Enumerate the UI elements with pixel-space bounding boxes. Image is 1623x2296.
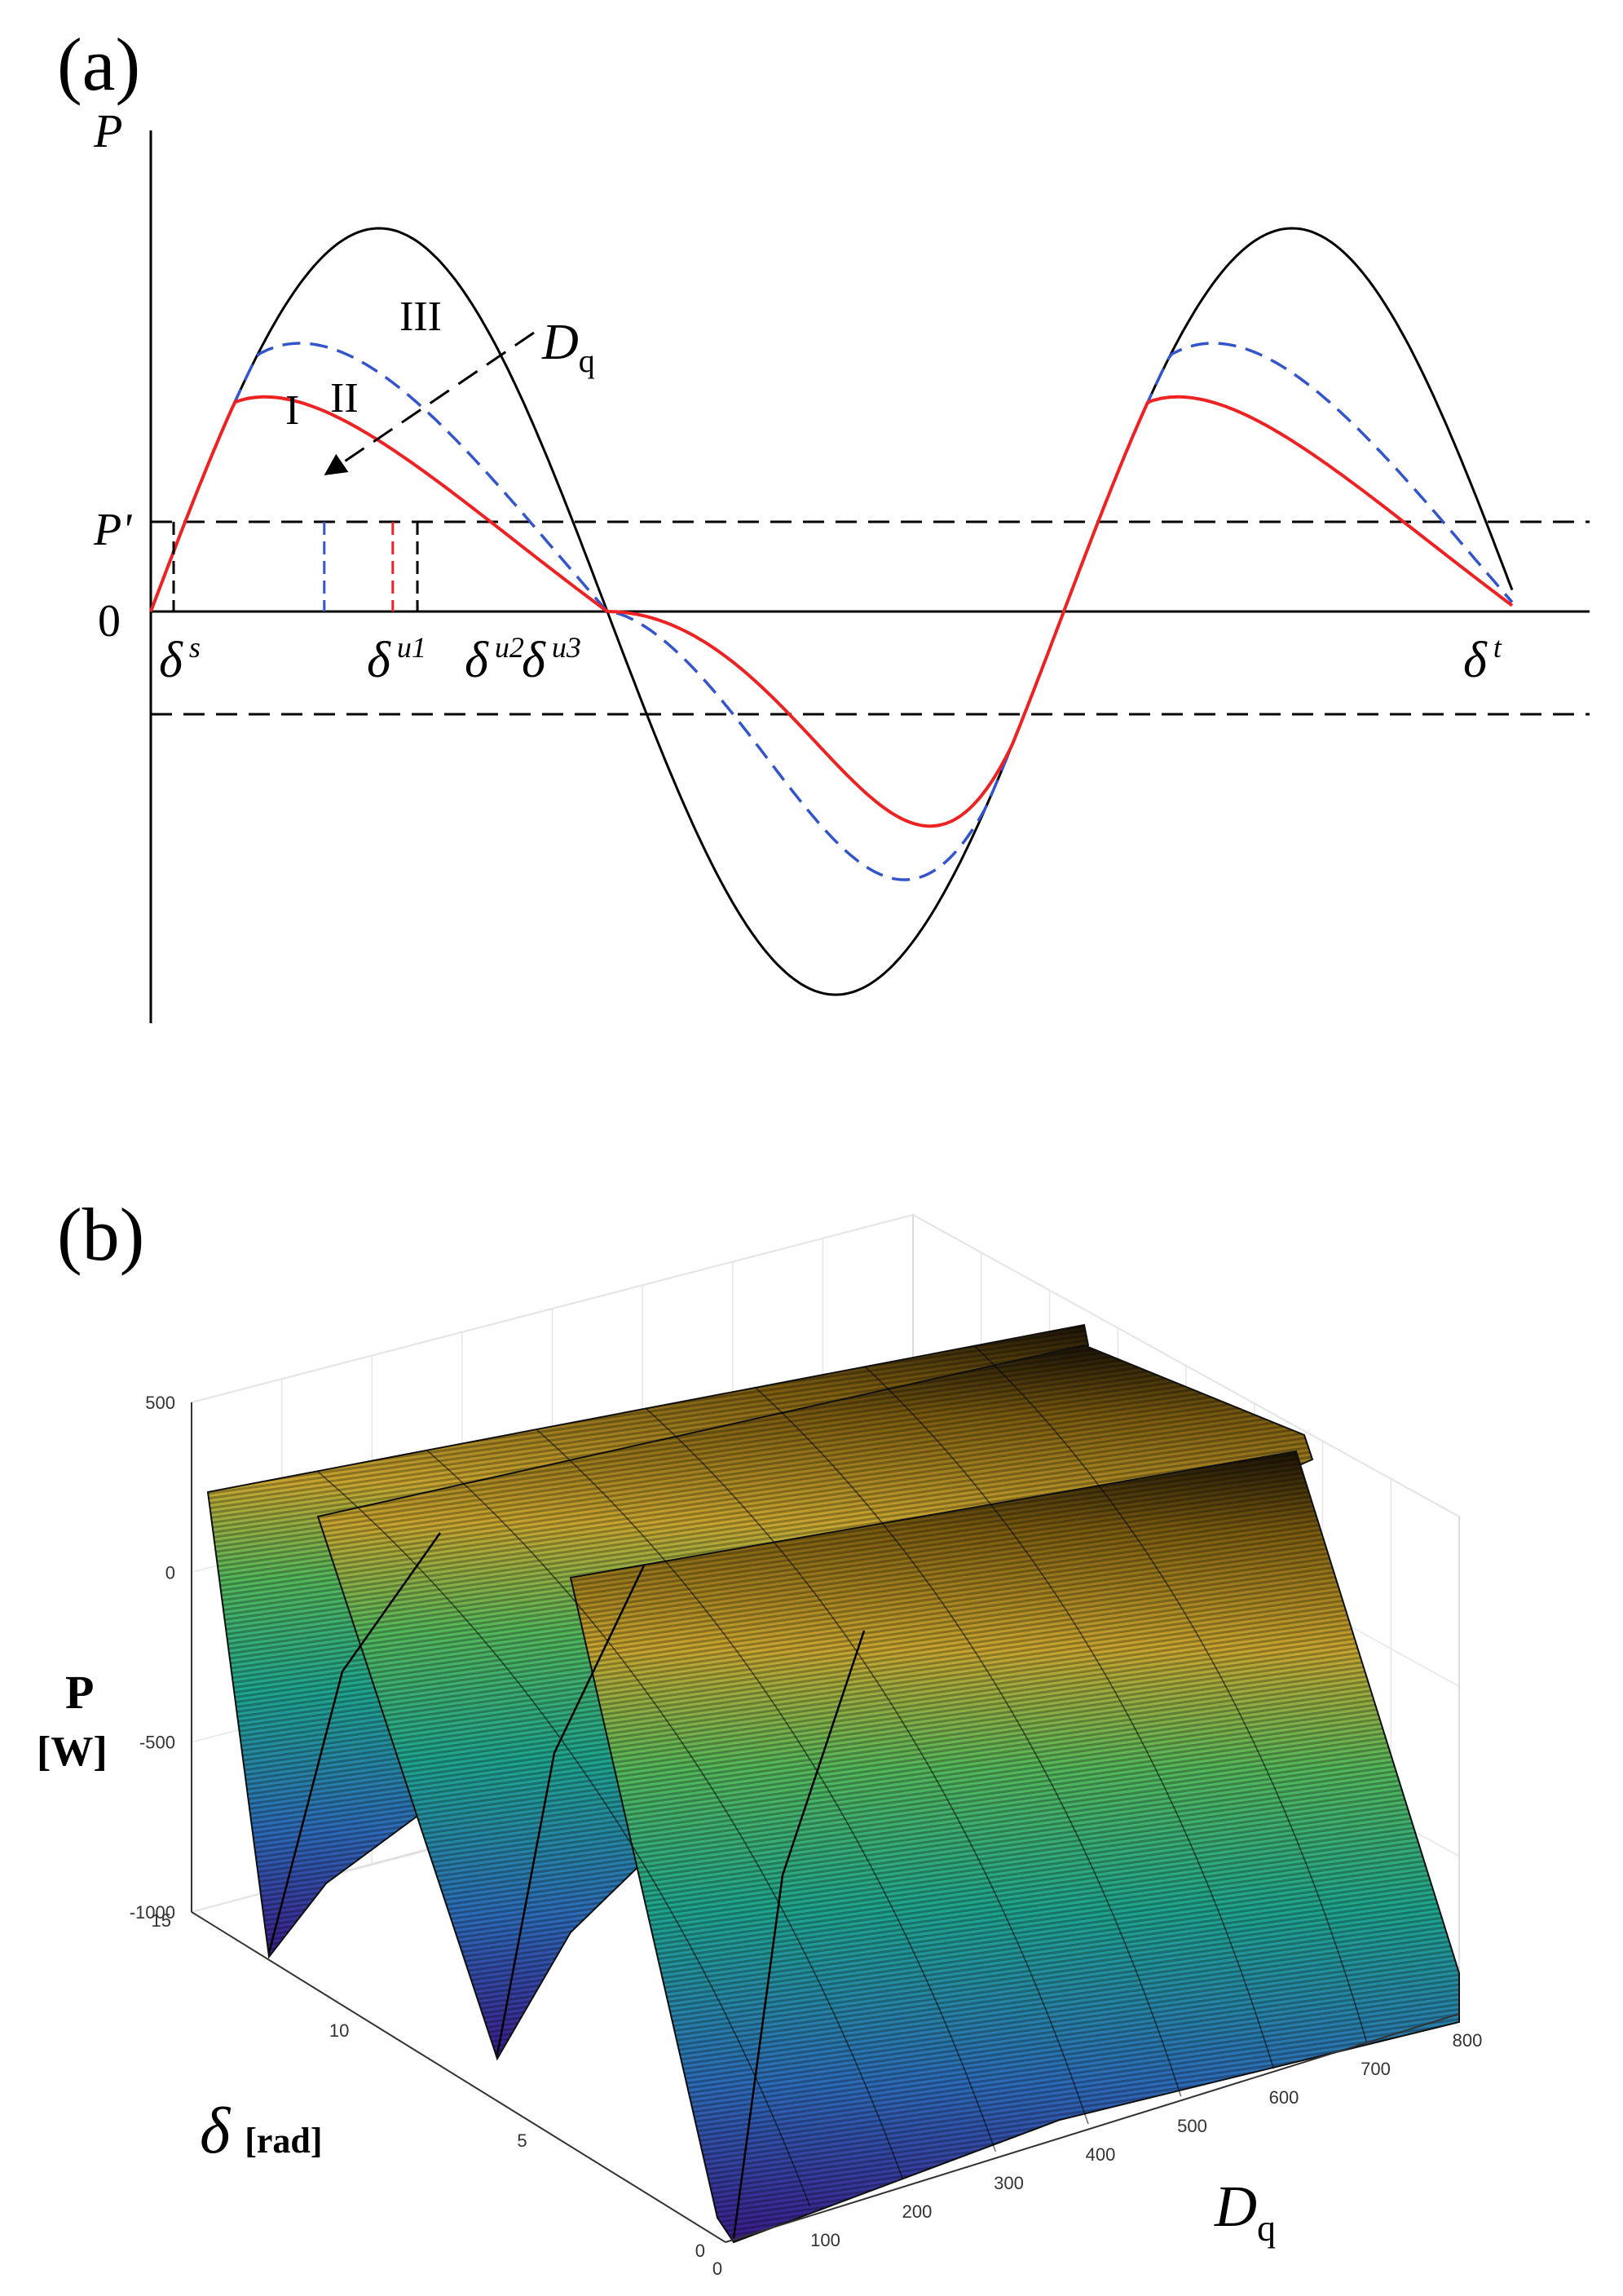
dq-arrow-label: Dq	[541, 315, 595, 379]
surface-stripes-3	[571, 1451, 1459, 2242]
surface-mesh-line	[755, 1387, 1182, 2097]
z-axis-label-p: P	[65, 1666, 94, 1719]
surface-mesh-line	[536, 1428, 997, 2152]
curve-iii	[149, 227, 1514, 996]
delta-tick: 0	[695, 2241, 705, 2261]
dq-tick: 100	[810, 2230, 840, 2250]
x-tick-delta-u2: δ u2	[465, 631, 524, 688]
curve-label-iii: III	[399, 294, 442, 340]
z-tick: 500	[145, 1393, 175, 1413]
delta-axis-line	[191, 1911, 726, 2243]
surface-mesh-line	[316, 1470, 811, 2207]
delta-tick: 10	[329, 2020, 349, 2041]
x-tick-delta-u3: δ u3	[522, 631, 581, 688]
dq-tick: 500	[1177, 2116, 1207, 2136]
dq-tick: 200	[902, 2201, 933, 2222]
trough-2	[496, 1565, 646, 2055]
y-tick-p-prime: P'	[93, 505, 132, 555]
panel-b-label: (b)	[57, 1193, 144, 1276]
curve-label-i: I	[285, 387, 299, 434]
surface-mesh-line	[645, 1407, 1089, 2125]
dq-tick: 800	[1453, 2030, 1483, 2051]
delta-tick: 15	[152, 1910, 171, 1931]
delta-axis-label: δ [rad]	[200, 2095, 323, 2167]
surface-mesh-line	[864, 1366, 1275, 2069]
z-tick: -1000	[130, 1902, 175, 1923]
y-tick-zero: 0	[98, 596, 121, 647]
dq-tick: 700	[1361, 2059, 1391, 2079]
x-tick-delta-u1: δ u1	[367, 631, 426, 688]
surface-mesh-line	[426, 1450, 904, 2179]
dq-tick: 300	[994, 2173, 1024, 2193]
dq-axis-label: Dq	[1214, 2174, 1276, 2249]
dq-tick: 400	[1086, 2144, 1116, 2165]
trough-1	[267, 1532, 442, 1954]
dq-arrow	[324, 331, 535, 476]
dq-tick: 600	[1269, 2087, 1299, 2108]
panel-a: (a) P P' 0 III II I Dq δ s δ u1 δ u2δ u3 δ t	[57, 23, 1590, 1023]
dq-axis-line	[725, 2013, 1460, 2243]
dq-tick: 0	[712, 2258, 722, 2279]
delta-tick: 5	[517, 2130, 527, 2151]
z-tick: 0	[165, 1562, 175, 1583]
surface-mesh-line	[974, 1345, 1368, 2042]
y-axis-label: P	[93, 104, 122, 157]
curve-ii	[149, 342, 1514, 881]
z-axis-label-unit: [W]	[37, 1729, 108, 1775]
z-tick: -500	[139, 1733, 175, 1753]
panel-a-label: (a)	[57, 23, 140, 106]
curve-label-ii: II	[330, 375, 359, 422]
trough-3	[732, 1630, 866, 2239]
panel-b: (b) 5000-500-100015105001002003004005006…	[37, 1193, 1482, 2279]
